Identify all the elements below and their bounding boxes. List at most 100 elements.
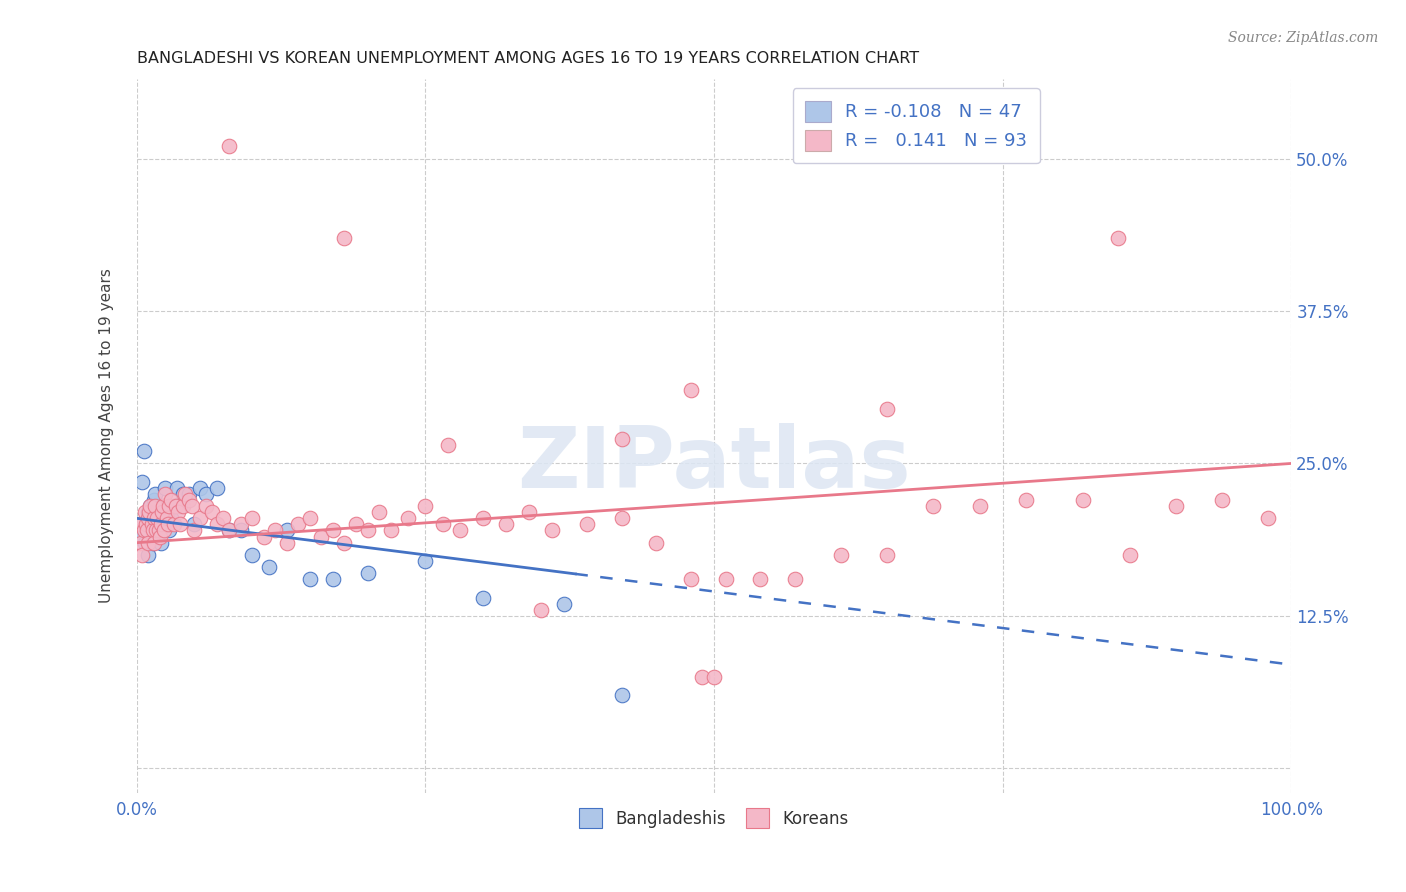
Point bbox=[188, 481, 211, 495]
Point bbox=[136, 535, 159, 549]
Point bbox=[259, 560, 281, 574]
Point bbox=[252, 530, 274, 544]
Point bbox=[142, 524, 165, 538]
Point bbox=[156, 505, 179, 519]
Y-axis label: Unemployment Among Ages 16 to 19 years: Unemployment Among Ages 16 to 19 years bbox=[100, 268, 114, 604]
Point bbox=[218, 524, 240, 538]
Point bbox=[143, 499, 166, 513]
Point bbox=[922, 499, 945, 513]
Point bbox=[129, 530, 152, 544]
Point bbox=[207, 517, 229, 532]
Point bbox=[264, 524, 287, 538]
Point bbox=[132, 444, 155, 458]
Point bbox=[298, 511, 321, 525]
Point bbox=[136, 511, 159, 525]
Point bbox=[169, 499, 191, 513]
Point bbox=[153, 524, 176, 538]
Point bbox=[969, 499, 991, 513]
Point bbox=[136, 505, 159, 519]
Point bbox=[553, 597, 575, 611]
Point bbox=[134, 505, 156, 519]
Point bbox=[495, 517, 517, 532]
Point bbox=[150, 505, 173, 519]
Point bbox=[287, 517, 309, 532]
Point bbox=[136, 524, 159, 538]
Point bbox=[132, 524, 155, 538]
Point bbox=[396, 511, 419, 525]
Point bbox=[1118, 548, 1140, 562]
Point bbox=[167, 505, 190, 519]
Point bbox=[472, 591, 495, 605]
Point bbox=[142, 535, 165, 549]
Point bbox=[194, 499, 217, 513]
Point bbox=[155, 511, 177, 525]
Point bbox=[149, 530, 172, 544]
Point bbox=[876, 401, 898, 416]
Point bbox=[610, 432, 633, 446]
Point bbox=[517, 505, 540, 519]
Point bbox=[413, 499, 436, 513]
Point bbox=[311, 530, 333, 544]
Point bbox=[1015, 493, 1038, 508]
Point bbox=[145, 524, 167, 538]
Point bbox=[141, 517, 163, 532]
Point bbox=[530, 603, 553, 617]
Point bbox=[679, 384, 702, 398]
Point bbox=[413, 554, 436, 568]
Point bbox=[229, 517, 252, 532]
Point bbox=[380, 524, 402, 538]
Point bbox=[148, 524, 170, 538]
Point bbox=[1107, 231, 1129, 245]
Point bbox=[645, 535, 668, 549]
Point bbox=[437, 438, 460, 452]
Point bbox=[156, 517, 179, 532]
Point bbox=[155, 487, 177, 501]
Point bbox=[141, 524, 163, 538]
Point bbox=[181, 499, 204, 513]
Point bbox=[146, 530, 169, 544]
Point bbox=[1211, 493, 1233, 508]
Point bbox=[610, 688, 633, 702]
Point bbox=[692, 670, 714, 684]
Point bbox=[714, 572, 737, 586]
Point bbox=[142, 511, 165, 525]
Point bbox=[207, 481, 229, 495]
Point bbox=[146, 511, 169, 525]
Point bbox=[152, 499, 174, 513]
Point bbox=[177, 493, 200, 508]
Point bbox=[136, 548, 159, 562]
Point bbox=[136, 524, 159, 538]
Point bbox=[131, 548, 153, 562]
Point bbox=[166, 481, 188, 495]
Point bbox=[201, 505, 224, 519]
Point bbox=[143, 487, 166, 501]
Point bbox=[1073, 493, 1095, 508]
Point bbox=[703, 670, 725, 684]
Point bbox=[183, 524, 205, 538]
Point bbox=[174, 487, 197, 501]
Point bbox=[344, 517, 367, 532]
Point bbox=[276, 524, 298, 538]
Point bbox=[218, 139, 240, 153]
Point bbox=[472, 511, 495, 525]
Point bbox=[169, 517, 191, 532]
Point bbox=[160, 511, 183, 525]
Point bbox=[135, 517, 157, 532]
Point bbox=[131, 475, 153, 489]
Point bbox=[157, 499, 180, 513]
Point bbox=[162, 517, 184, 532]
Point bbox=[276, 535, 298, 549]
Point bbox=[142, 493, 165, 508]
Point bbox=[177, 487, 200, 501]
Point bbox=[322, 524, 344, 538]
Point bbox=[679, 572, 702, 586]
Text: ZIPatlas: ZIPatlas bbox=[517, 423, 911, 506]
Point bbox=[333, 231, 356, 245]
Point bbox=[298, 572, 321, 586]
Text: Source: ZipAtlas.com: Source: ZipAtlas.com bbox=[1227, 31, 1378, 45]
Point bbox=[449, 524, 471, 538]
Point bbox=[135, 517, 157, 532]
Point bbox=[432, 517, 454, 532]
Point bbox=[157, 524, 180, 538]
Point bbox=[229, 524, 252, 538]
